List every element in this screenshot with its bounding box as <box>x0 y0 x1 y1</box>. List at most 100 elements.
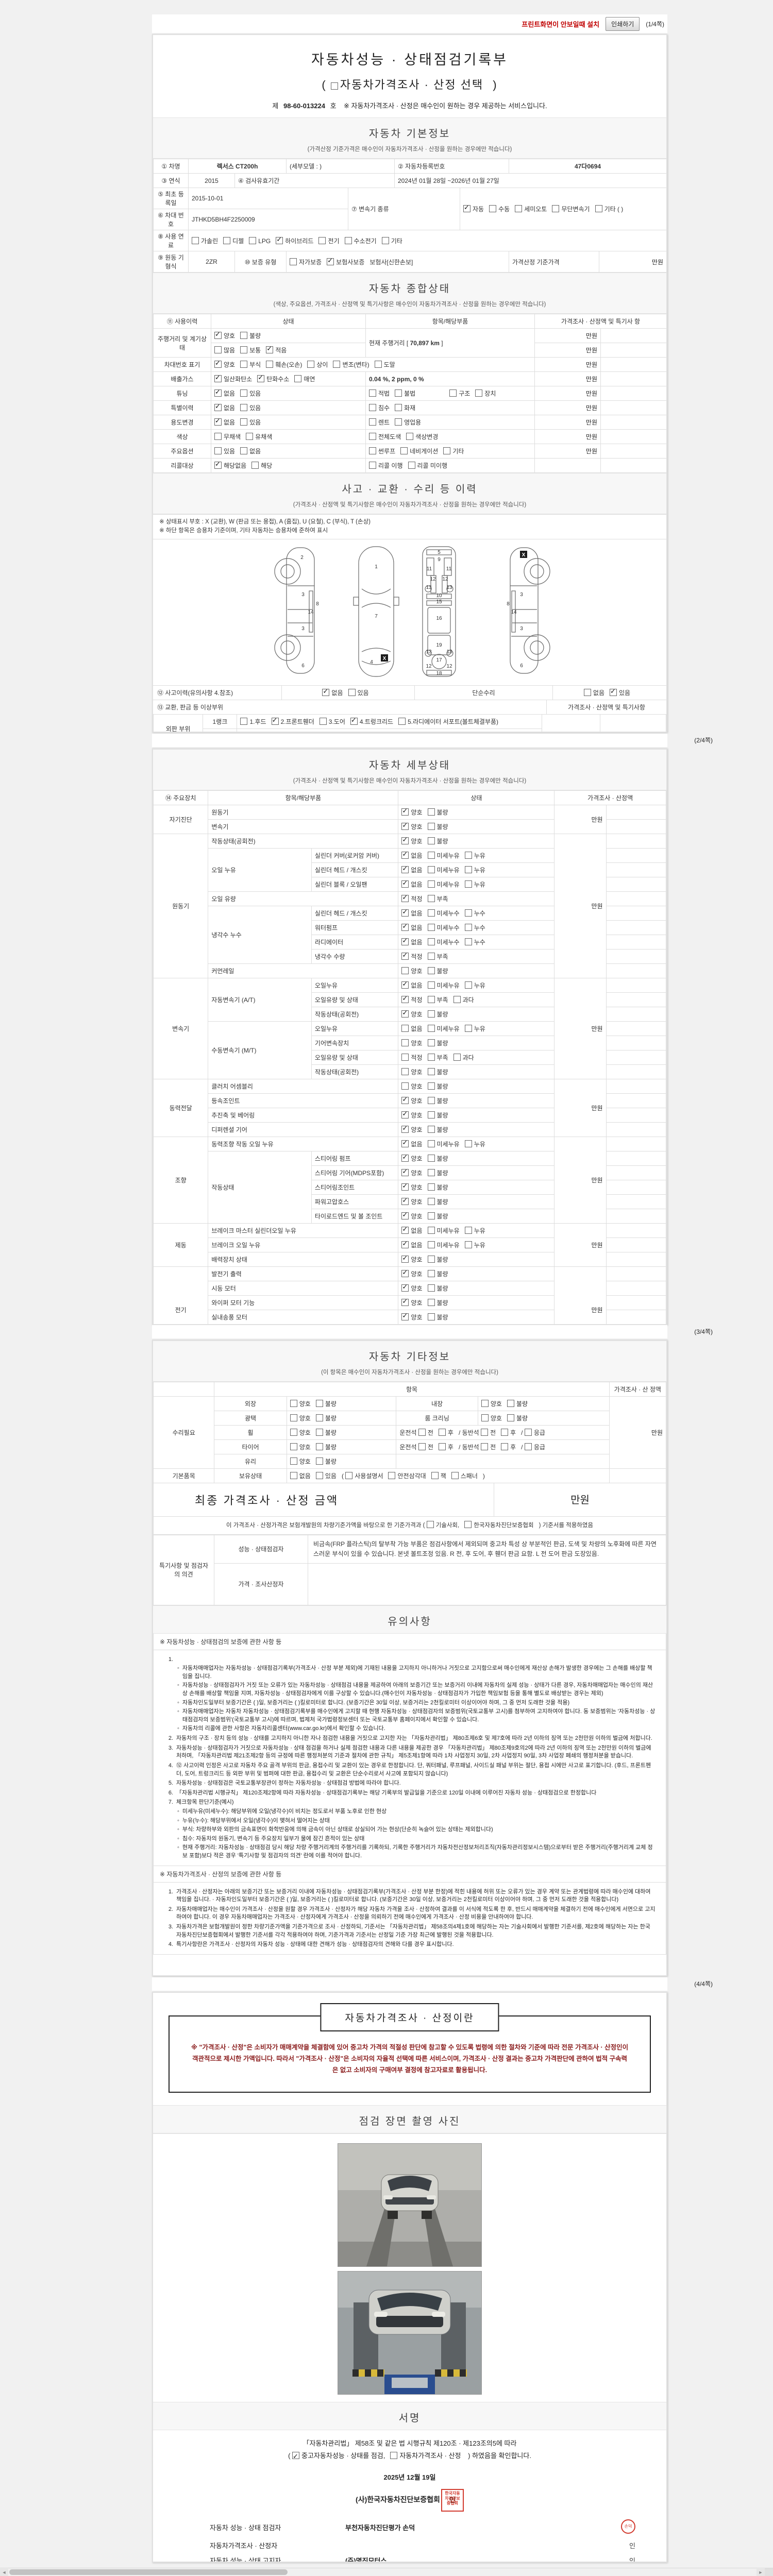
checkbox[interactable] <box>319 717 327 725</box>
checkbox[interactable] <box>401 1297 409 1306</box>
checkbox[interactable] <box>266 361 274 368</box>
checkbox[interactable] <box>345 1472 353 1479</box>
checkbox[interactable] <box>464 1521 472 1528</box>
checkbox[interactable] <box>395 389 402 397</box>
checkbox[interactable] <box>214 330 222 339</box>
checkbox[interactable] <box>427 1198 435 1205</box>
checkbox[interactable] <box>214 388 222 397</box>
checkbox[interactable] <box>443 447 451 454</box>
checkbox[interactable] <box>427 1025 435 1032</box>
checkbox[interactable] <box>453 996 461 1003</box>
checkbox[interactable] <box>427 1241 435 1248</box>
checkbox[interactable] <box>427 1299 435 1306</box>
checkbox[interactable] <box>464 880 472 888</box>
checkbox[interactable] <box>350 716 358 725</box>
checkbox[interactable] <box>240 332 248 339</box>
checkbox[interactable] <box>401 922 409 931</box>
checkbox[interactable] <box>381 236 389 244</box>
checkbox[interactable] <box>501 1429 509 1436</box>
checkbox[interactable] <box>395 418 402 426</box>
checkbox[interactable] <box>318 236 326 244</box>
checkbox[interactable] <box>481 1443 489 1450</box>
checkbox[interactable] <box>427 837 435 844</box>
checkbox[interactable] <box>266 345 274 353</box>
checkbox[interactable] <box>401 1110 409 1118</box>
checkbox[interactable] <box>401 1167 409 1176</box>
horizontal-scrollbar[interactable]: ◄ ► <box>0 2568 773 2576</box>
checkbox[interactable] <box>401 1139 409 1147</box>
checkbox[interactable] <box>449 389 457 397</box>
checkbox[interactable] <box>327 257 334 265</box>
checkbox[interactable] <box>475 389 483 397</box>
checkbox[interactable] <box>214 417 222 426</box>
checkbox[interactable] <box>240 389 248 397</box>
checkbox[interactable] <box>453 1054 461 1061</box>
checkbox[interactable] <box>307 361 315 368</box>
checkbox[interactable] <box>290 1429 297 1436</box>
checkbox[interactable] <box>214 433 222 440</box>
checkbox[interactable] <box>290 1443 297 1450</box>
checkbox[interactable] <box>427 1140 435 1147</box>
checkbox[interactable] <box>489 205 497 212</box>
checkbox[interactable] <box>401 1254 409 1263</box>
checkbox[interactable] <box>507 1414 514 1421</box>
checkbox[interactable] <box>427 1313 435 1320</box>
scrollbar-thumb[interactable] <box>9 2569 288 2575</box>
checkbox[interactable] <box>524 1443 532 1450</box>
checkbox[interactable] <box>401 1054 409 1061</box>
checkbox[interactable] <box>431 1472 439 1479</box>
checkbox[interactable] <box>401 1268 409 1277</box>
checkbox[interactable] <box>246 433 254 440</box>
checkbox[interactable] <box>401 1312 409 1320</box>
checkbox[interactable] <box>464 866 472 873</box>
checkbox[interactable] <box>290 1458 297 1465</box>
checkbox[interactable] <box>315 1400 323 1407</box>
checkbox[interactable] <box>390 2452 398 2460</box>
checkbox[interactable] <box>427 909 435 917</box>
checkbox[interactable] <box>395 404 402 411</box>
checkbox[interactable] <box>388 1472 396 1479</box>
checkbox[interactable] <box>464 981 472 989</box>
checkbox[interactable] <box>292 2450 300 2463</box>
checkbox[interactable] <box>401 1283 409 1292</box>
checkbox[interactable] <box>610 687 617 696</box>
checkbox[interactable] <box>374 361 382 368</box>
checkbox[interactable] <box>427 924 435 931</box>
checkbox[interactable] <box>333 361 341 368</box>
checkbox[interactable] <box>418 1429 426 1436</box>
checkbox[interactable] <box>271 716 279 725</box>
checkbox[interactable] <box>438 1429 446 1436</box>
checkbox[interactable] <box>464 924 472 931</box>
checkbox[interactable] <box>427 1227 435 1234</box>
checkbox[interactable] <box>240 361 248 368</box>
checkbox[interactable] <box>427 1256 435 1263</box>
checkbox[interactable] <box>257 374 265 382</box>
checkbox[interactable] <box>315 1472 323 1479</box>
checkbox[interactable] <box>401 908 409 917</box>
checkbox[interactable] <box>507 1400 514 1407</box>
checkbox[interactable] <box>401 1025 409 1032</box>
checkbox[interactable] <box>294 375 302 382</box>
checkbox[interactable] <box>369 447 376 454</box>
checkbox[interactable] <box>315 1429 323 1436</box>
checkbox[interactable] <box>214 447 222 454</box>
checkbox[interactable] <box>427 1169 435 1176</box>
checkbox[interactable] <box>369 404 376 411</box>
checkbox[interactable] <box>427 1126 435 1133</box>
checkbox[interactable] <box>401 836 409 844</box>
scroll-left-arrow[interactable]: ◄ <box>0 2569 8 2576</box>
checkbox[interactable] <box>214 359 222 368</box>
checkbox[interactable] <box>427 895 435 902</box>
checkbox[interactable] <box>401 994 409 1003</box>
checkbox[interactable] <box>240 418 248 426</box>
checkbox[interactable] <box>400 447 408 454</box>
checkbox[interactable] <box>401 865 409 873</box>
checkbox[interactable] <box>369 462 376 469</box>
checkbox[interactable] <box>310 732 317 733</box>
checkbox[interactable] <box>315 1414 323 1421</box>
checkbox[interactable] <box>401 1182 409 1191</box>
checkbox[interactable] <box>464 938 472 945</box>
checkbox[interactable] <box>369 418 376 426</box>
checkbox[interactable] <box>418 1443 426 1450</box>
checkbox[interactable] <box>240 447 248 454</box>
